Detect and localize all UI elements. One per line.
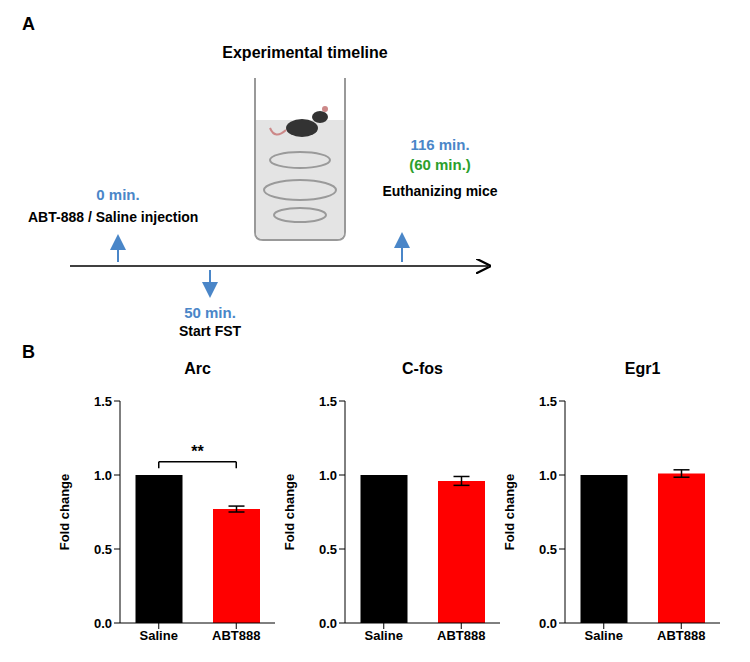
svg-text:0.0: 0.0 xyxy=(539,616,557,631)
svg-text:A: A xyxy=(22,14,35,34)
svg-text:1.0: 1.0 xyxy=(94,468,112,483)
svg-text:0.5: 0.5 xyxy=(319,542,337,557)
svg-text:116 min.: 116 min. xyxy=(410,136,469,153)
svg-text:1.5: 1.5 xyxy=(94,394,112,409)
svg-text:Saline: Saline xyxy=(140,628,178,643)
svg-text:Fold change: Fold change xyxy=(282,474,297,551)
svg-text:0.5: 0.5 xyxy=(94,542,112,557)
svg-text:ABT-888 / Saline injection: ABT-888 / Saline injection xyxy=(28,209,198,225)
svg-text:0.0: 0.0 xyxy=(319,616,337,631)
svg-text:0 min.: 0 min. xyxy=(96,186,139,203)
svg-text:Fold change: Fold change xyxy=(502,474,517,551)
svg-text:Fold change: Fold change xyxy=(57,474,72,551)
svg-text:(60 min.): (60 min.) xyxy=(409,156,471,173)
svg-text:Saline: Saline xyxy=(365,628,403,643)
svg-text:Euthanizing mice: Euthanizing mice xyxy=(382,183,497,199)
svg-text:1.0: 1.0 xyxy=(319,468,337,483)
svg-text:1.5: 1.5 xyxy=(539,394,557,409)
html-text:Arc: Arc xyxy=(184,360,211,377)
svg-text:50 min.: 50 min. xyxy=(184,304,236,321)
svg-text:Start FST: Start FST xyxy=(179,323,242,339)
html-text:Egr1: Egr1 xyxy=(624,360,661,377)
svg-text:0.5: 0.5 xyxy=(539,542,557,557)
svg-text:1.5: 1.5 xyxy=(319,394,337,409)
svg-text:**: ** xyxy=(191,443,204,460)
svg-text:Saline: Saline xyxy=(585,628,623,643)
svg-text:0.0: 0.0 xyxy=(94,616,112,631)
svg-text:ABT888: ABT888 xyxy=(212,628,260,643)
html-text:B: B xyxy=(22,342,35,362)
svg-text:Experimental timeline: Experimental timeline xyxy=(222,44,387,61)
html-text:C-fos: C-fos xyxy=(402,360,443,377)
svg-text:ABT888: ABT888 xyxy=(437,628,485,643)
svg-text:1.0: 1.0 xyxy=(539,468,557,483)
svg-text:ABT888: ABT888 xyxy=(657,628,705,643)
